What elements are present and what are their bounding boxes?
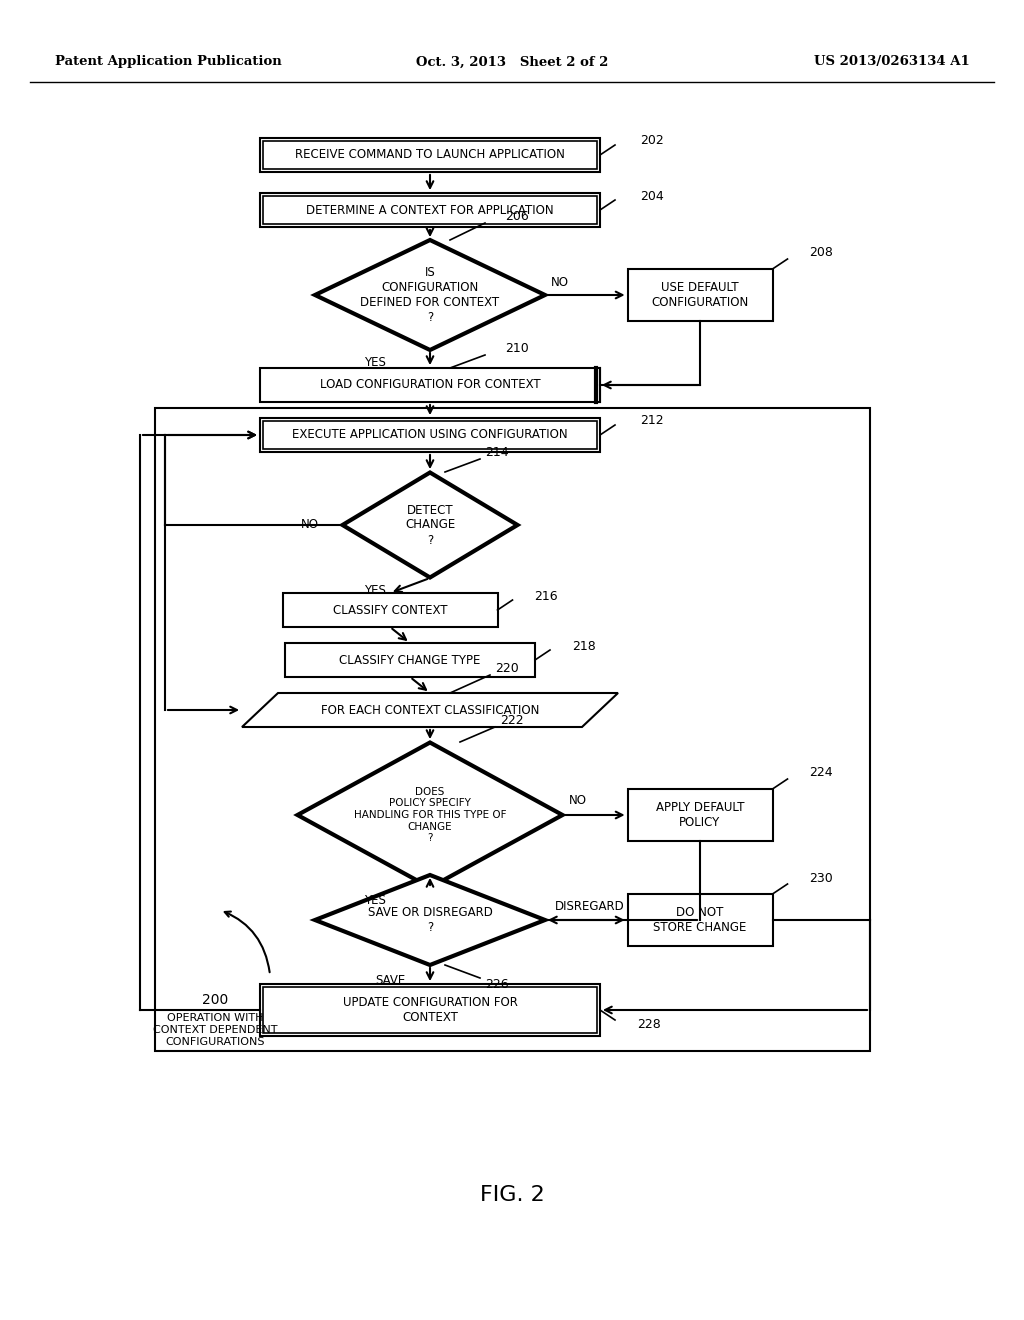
Text: 216: 216 [535, 590, 558, 602]
Text: US 2013/0263134 A1: US 2013/0263134 A1 [814, 55, 970, 69]
Text: DISREGARD: DISREGARD [555, 899, 625, 912]
Text: OPERATION WITH
CONTEXT DEPENDENT
CONFIGURATIONS: OPERATION WITH CONTEXT DEPENDENT CONFIGU… [153, 1014, 278, 1047]
Text: YES: YES [365, 356, 386, 370]
Text: IS
CONFIGURATION
DEFINED FOR CONTEXT
?: IS CONFIGURATION DEFINED FOR CONTEXT ? [360, 267, 500, 323]
Text: 200: 200 [202, 993, 228, 1007]
Bar [263, 987, 597, 1034]
Text: 228: 228 [637, 1018, 660, 1031]
Text: SAVE: SAVE [375, 974, 406, 986]
Text: UPDATE CONFIGURATION FOR
CONTEXT: UPDATE CONFIGURATION FOR CONTEXT [343, 997, 517, 1024]
Text: 204: 204 [640, 190, 664, 202]
Text: 212: 212 [640, 414, 664, 428]
Text: DETERMINE A CONTEXT FOR APPLICATION: DETERMINE A CONTEXT FOR APPLICATION [306, 203, 554, 216]
Text: 230: 230 [810, 871, 834, 884]
Text: DO NOT
STORE CHANGE: DO NOT STORE CHANGE [653, 906, 746, 935]
Bar [155, 408, 870, 1051]
Text: 224: 224 [810, 767, 834, 780]
Bar [260, 418, 600, 451]
Polygon shape [342, 473, 517, 578]
Bar [263, 195, 597, 224]
Bar [628, 269, 772, 321]
Text: SAVE OR DISREGARD
?: SAVE OR DISREGARD ? [368, 906, 493, 935]
Text: 226: 226 [485, 978, 509, 990]
Polygon shape [242, 693, 618, 727]
Bar [283, 593, 498, 627]
Text: FIG. 2: FIG. 2 [479, 1185, 545, 1205]
Text: Oct. 3, 2013   Sheet 2 of 2: Oct. 3, 2013 Sheet 2 of 2 [416, 55, 608, 69]
Text: YES: YES [365, 894, 386, 907]
Text: RECEIVE COMMAND TO LAUNCH APPLICATION: RECEIVE COMMAND TO LAUNCH APPLICATION [295, 149, 565, 161]
Text: DOES
POLICY SPECIFY
HANDLING FOR THIS TYPE OF
CHANGE
?: DOES POLICY SPECIFY HANDLING FOR THIS TY… [353, 787, 506, 843]
Text: Patent Application Publication: Patent Application Publication [55, 55, 282, 69]
Bar [260, 139, 600, 172]
Bar [628, 789, 772, 841]
Text: APPLY DEFAULT
POLICY: APPLY DEFAULT POLICY [655, 801, 744, 829]
Bar [260, 983, 600, 1036]
Polygon shape [298, 742, 562, 887]
Text: 202: 202 [640, 135, 664, 148]
Text: 208: 208 [810, 247, 834, 260]
Polygon shape [315, 240, 545, 350]
Text: LOAD CONFIGURATION FOR CONTEXT: LOAD CONFIGURATION FOR CONTEXT [319, 379, 541, 392]
Text: 220: 220 [495, 663, 519, 676]
Bar [260, 368, 600, 403]
Text: USE DEFAULT
CONFIGURATION: USE DEFAULT CONFIGURATION [651, 281, 749, 309]
Text: FOR EACH CONTEXT CLASSIFICATION: FOR EACH CONTEXT CLASSIFICATION [321, 704, 540, 717]
Bar [628, 894, 772, 946]
Text: 218: 218 [572, 639, 596, 652]
Polygon shape [315, 875, 545, 965]
Text: 206: 206 [505, 210, 528, 223]
Text: EXECUTE APPLICATION USING CONFIGURATION: EXECUTE APPLICATION USING CONFIGURATION [292, 429, 568, 441]
Text: 222: 222 [500, 714, 523, 727]
Text: 210: 210 [505, 342, 528, 355]
Text: 214: 214 [485, 446, 509, 459]
Bar [260, 193, 600, 227]
Bar [263, 421, 597, 449]
Text: NO: NO [301, 519, 319, 532]
Text: DETECT
CHANGE
?: DETECT CHANGE ? [404, 503, 455, 546]
Text: NO: NO [569, 795, 587, 808]
Bar [263, 141, 597, 169]
Text: CLASSIFY CONTEXT: CLASSIFY CONTEXT [333, 603, 447, 616]
Bar [285, 643, 535, 677]
Text: NO: NO [551, 276, 569, 289]
Text: YES: YES [365, 583, 386, 597]
Text: CLASSIFY CHANGE TYPE: CLASSIFY CHANGE TYPE [339, 653, 480, 667]
